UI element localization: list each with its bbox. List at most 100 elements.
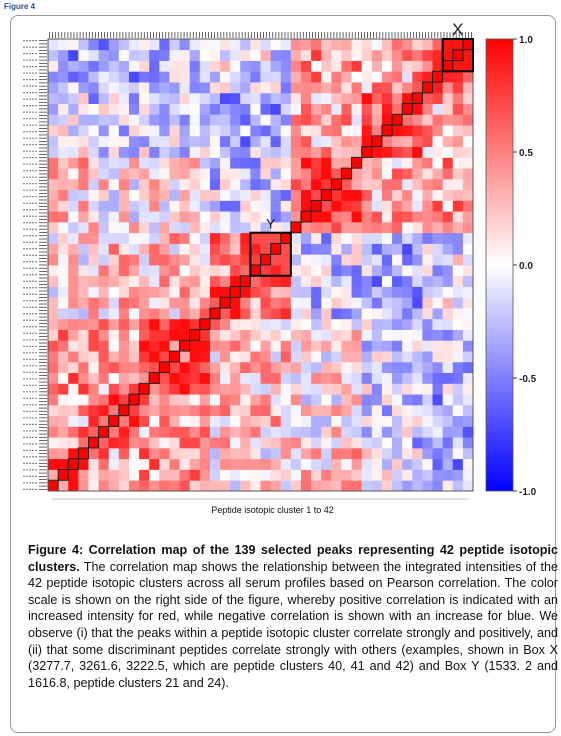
heatmap-cell bbox=[240, 243, 251, 255]
heatmap-cell bbox=[220, 480, 231, 492]
heatmap-cell bbox=[78, 394, 89, 406]
heatmap-cell bbox=[260, 383, 272, 395]
heatmap-cell bbox=[189, 125, 201, 137]
heatmap-cell bbox=[240, 308, 251, 320]
heatmap-cell bbox=[108, 469, 120, 481]
heatmap-cell bbox=[118, 329, 130, 341]
heatmap-cell bbox=[341, 211, 352, 223]
heatmap-cell bbox=[422, 297, 433, 309]
heatmap-cell bbox=[311, 146, 322, 158]
heatmap-cell bbox=[412, 394, 423, 406]
heatmap-cell bbox=[321, 394, 332, 406]
heatmap-cell bbox=[68, 404, 79, 417]
heatmap-cell bbox=[199, 49, 211, 61]
heatmap-cell bbox=[199, 189, 211, 201]
heatmap-cell bbox=[250, 469, 261, 481]
heatmap-cell bbox=[260, 286, 272, 298]
heatmap-cell bbox=[220, 254, 231, 266]
heatmap-cell bbox=[108, 146, 120, 158]
heatmap-cell bbox=[331, 232, 342, 244]
heatmap-cell bbox=[209, 286, 221, 298]
heatmap-cell bbox=[300, 308, 312, 320]
heatmap-cell bbox=[250, 189, 261, 201]
diagonal-cell-outline bbox=[148, 372, 160, 384]
heatmap-cell bbox=[260, 426, 272, 438]
heatmap-cell bbox=[351, 404, 363, 417]
heatmap-cell bbox=[48, 469, 59, 481]
heatmap-cell bbox=[58, 200, 69, 212]
heatmap-cell bbox=[331, 82, 342, 94]
heatmap-cell bbox=[139, 114, 150, 126]
heatmap-cell bbox=[331, 297, 342, 309]
heatmap-cell bbox=[209, 426, 221, 438]
heatmap-cell bbox=[321, 480, 332, 492]
heatmap-cell bbox=[98, 200, 110, 212]
heatmap-cell bbox=[311, 275, 322, 287]
heatmap-cell bbox=[48, 49, 59, 61]
heatmap-cell bbox=[311, 168, 322, 180]
heatmap-cell bbox=[250, 415, 261, 427]
heatmap-cell bbox=[68, 265, 79, 277]
heatmap-cell bbox=[118, 340, 130, 352]
heatmap-cell bbox=[139, 200, 150, 212]
heatmap-cell bbox=[78, 157, 89, 169]
heatmap-cell bbox=[300, 329, 312, 341]
heatmap-cell bbox=[240, 480, 251, 492]
heatmap-cell bbox=[381, 361, 393, 374]
heatmap-cell bbox=[462, 103, 474, 115]
heatmap-cell bbox=[351, 232, 363, 244]
heatmap-cell bbox=[311, 308, 322, 320]
heatmap-cell bbox=[300, 394, 312, 406]
heatmap-cell bbox=[240, 146, 251, 158]
heatmap-cell bbox=[300, 297, 312, 309]
heatmap-cell bbox=[270, 415, 282, 427]
heatmap-cell bbox=[331, 404, 342, 417]
heatmap-cell bbox=[392, 49, 403, 61]
heatmap-cell bbox=[189, 39, 201, 51]
heatmap-cell bbox=[361, 221, 373, 234]
heatmap-cell bbox=[341, 361, 352, 374]
heatmap-cell bbox=[371, 82, 383, 94]
heatmap-cell bbox=[361, 458, 373, 470]
heatmap-cell bbox=[341, 426, 352, 438]
heatmap-cell bbox=[169, 286, 180, 298]
heatmap-cell bbox=[68, 92, 79, 104]
heatmap-cell bbox=[159, 221, 170, 234]
diagonal-cell-outline bbox=[401, 103, 413, 115]
heatmap-cell bbox=[78, 297, 89, 309]
heatmap-cell bbox=[462, 415, 474, 427]
heatmap-cell bbox=[371, 243, 383, 255]
heatmap-cell bbox=[432, 308, 444, 320]
heatmap-cell bbox=[199, 178, 211, 191]
heatmap-cell bbox=[412, 340, 423, 352]
heatmap-cell bbox=[78, 114, 89, 126]
heatmap-cell bbox=[169, 426, 180, 438]
heatmap-cell bbox=[118, 168, 130, 180]
heatmap-cell bbox=[361, 60, 373, 72]
heatmap-cell bbox=[452, 340, 464, 352]
heatmap-cell bbox=[48, 480, 59, 492]
heatmap-cell bbox=[199, 211, 211, 223]
heatmap-cell bbox=[58, 426, 69, 438]
heatmap-cell bbox=[199, 351, 211, 363]
heatmap-cell bbox=[442, 39, 454, 51]
heatmap-cell bbox=[432, 92, 444, 104]
heatmap-cell bbox=[392, 254, 403, 266]
heatmap-cell bbox=[108, 232, 120, 244]
heatmap-cell bbox=[331, 383, 342, 395]
heatmap-cell bbox=[402, 60, 413, 72]
heatmap-cell bbox=[402, 437, 413, 449]
heatmap-cell bbox=[260, 146, 272, 158]
heatmap-cell bbox=[280, 39, 292, 51]
heatmap-cell bbox=[432, 178, 444, 191]
heatmap-cell bbox=[199, 480, 211, 492]
heatmap-cell bbox=[98, 178, 110, 191]
heatmap-cell bbox=[321, 318, 332, 330]
heatmap-cell bbox=[422, 383, 433, 395]
heatmap-cell bbox=[381, 243, 393, 255]
heatmap-cell bbox=[179, 372, 191, 384]
heatmap-cell bbox=[361, 49, 373, 61]
heatmap-cell bbox=[220, 265, 231, 277]
heatmap-cell bbox=[432, 114, 444, 126]
heatmap-cell bbox=[311, 286, 322, 298]
